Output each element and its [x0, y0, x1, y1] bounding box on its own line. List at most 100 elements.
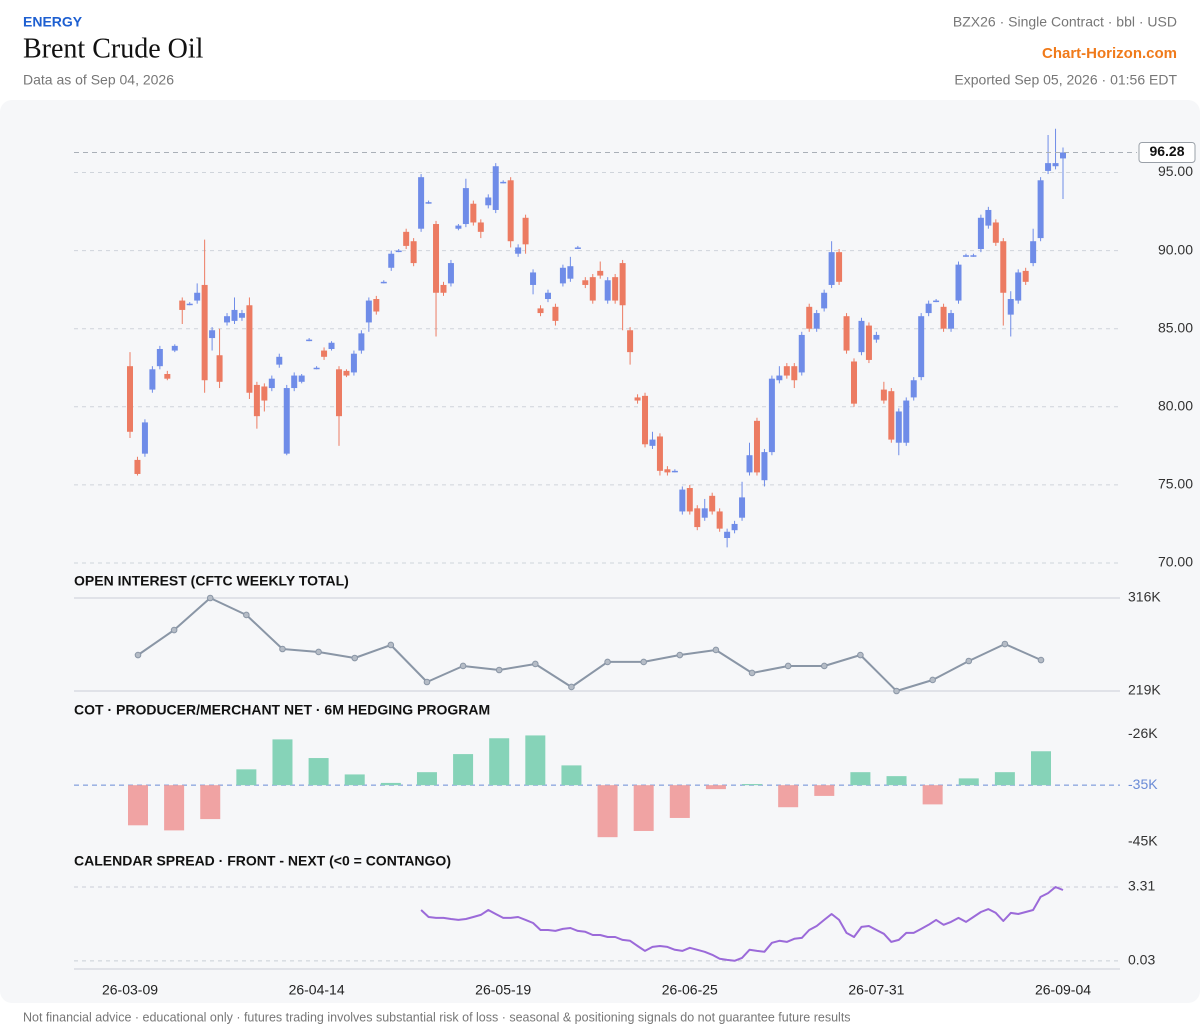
point: [495, 666, 503, 674]
candle-body: [746, 455, 753, 473]
candle-body: [903, 400, 910, 443]
point: [170, 626, 178, 634]
candle-body: [597, 270, 604, 276]
bar: [200, 785, 221, 820]
candle-body: [1030, 241, 1037, 264]
as-of: Data as of Sep 04, 2026: [23, 72, 174, 88]
y-tick-label: -35K: [1128, 776, 1158, 792]
candle-body: [268, 378, 275, 389]
exported: Exported Sep 05, 2026 · 01:56 EDT: [954, 72, 1177, 88]
candle-body: [298, 375, 305, 382]
y-tick-label: 85.00: [1158, 319, 1193, 335]
bar: [525, 735, 546, 786]
candle-body: [686, 488, 693, 512]
candle-body: [776, 375, 783, 381]
y-tick-label: 80.00: [1158, 397, 1193, 413]
candle-body: [291, 375, 298, 389]
candle-body: [1015, 272, 1022, 301]
bar: [416, 772, 437, 786]
candle-body: [425, 202, 432, 204]
candle-body: [186, 303, 193, 306]
candle-body: [395, 250, 402, 253]
candle-body: [470, 203, 477, 223]
candle-body: [865, 325, 872, 360]
candle-body: [1037, 180, 1044, 239]
bar: [886, 776, 907, 786]
candle-body: [552, 306, 559, 321]
candle-body: [358, 333, 365, 351]
point: [604, 658, 611, 666]
y-tick-label: 95.00: [1158, 163, 1193, 179]
candle-body: [888, 391, 895, 440]
candle-body: [910, 380, 917, 398]
candle-body: [791, 366, 798, 381]
candle-body: [724, 531, 731, 539]
point: [893, 687, 900, 695]
candle-body: [992, 222, 999, 243]
contract: BZX26 · Single Contract · bbl · USD: [953, 14, 1177, 30]
candle-body: [589, 277, 596, 301]
point: [206, 594, 214, 602]
x-tick-label: 26-07-31: [848, 982, 904, 998]
candle-body: [522, 217, 529, 245]
candle-body: [253, 384, 260, 417]
bar: [489, 738, 510, 786]
candle-body: [313, 367, 320, 370]
candle-body: [537, 308, 544, 314]
candle-body: [455, 225, 462, 229]
candle-body: [962, 255, 969, 257]
x-tick-label: 26-03-09: [102, 982, 158, 998]
bar: [164, 785, 185, 831]
candle-body: [559, 267, 566, 284]
candle-body: [806, 306, 813, 329]
candle-body: [709, 495, 716, 512]
bar: [705, 785, 726, 790]
candle-body: [335, 369, 342, 417]
candle-body: [447, 263, 454, 284]
candle-body: [619, 263, 626, 306]
category: ENERGY: [23, 14, 83, 30]
panel-title: CALENDAR SPREAD · FRONT - NEXT (<0 = CON…: [74, 853, 451, 869]
candle-body: [440, 284, 447, 293]
candle-body: [530, 272, 537, 285]
bar: [994, 772, 1015, 786]
bar: [778, 785, 799, 808]
candle-body: [582, 280, 589, 285]
source[interactable]: Chart-Horizon.com: [1042, 45, 1177, 62]
candle-body: [679, 489, 686, 512]
y-tick-label: 75.00: [1158, 476, 1193, 492]
candle-body: [171, 345, 178, 351]
series-line: [137, 597, 1042, 692]
candle-body: [761, 452, 768, 481]
candle-body: [851, 361, 858, 404]
bar: [814, 785, 835, 796]
candle-body: [656, 436, 663, 471]
candle-body: [612, 277, 619, 301]
candle-body: [350, 353, 357, 373]
point: [243, 611, 250, 619]
candle-body: [1052, 163, 1059, 167]
point: [387, 641, 395, 649]
candle-body: [388, 253, 395, 268]
candle-body: [134, 459, 141, 474]
bar: [958, 778, 979, 786]
bar: [344, 774, 365, 786]
candle-body: [224, 316, 231, 323]
point: [965, 657, 973, 665]
candle-body: [544, 292, 551, 300]
series-line: [420, 886, 1064, 962]
candle-body: [343, 370, 350, 376]
bar: [633, 785, 654, 831]
candle-body: [1007, 299, 1014, 315]
candle-body: [753, 420, 760, 473]
candle-body: [985, 209, 992, 226]
point: [857, 651, 864, 659]
bar: [850, 772, 871, 786]
bar: [236, 769, 257, 786]
candle-body: [179, 300, 186, 310]
point: [676, 651, 684, 659]
candle-body: [507, 180, 514, 242]
candle-body: [895, 411, 902, 443]
candle-body: [574, 247, 581, 249]
point: [1037, 656, 1045, 664]
